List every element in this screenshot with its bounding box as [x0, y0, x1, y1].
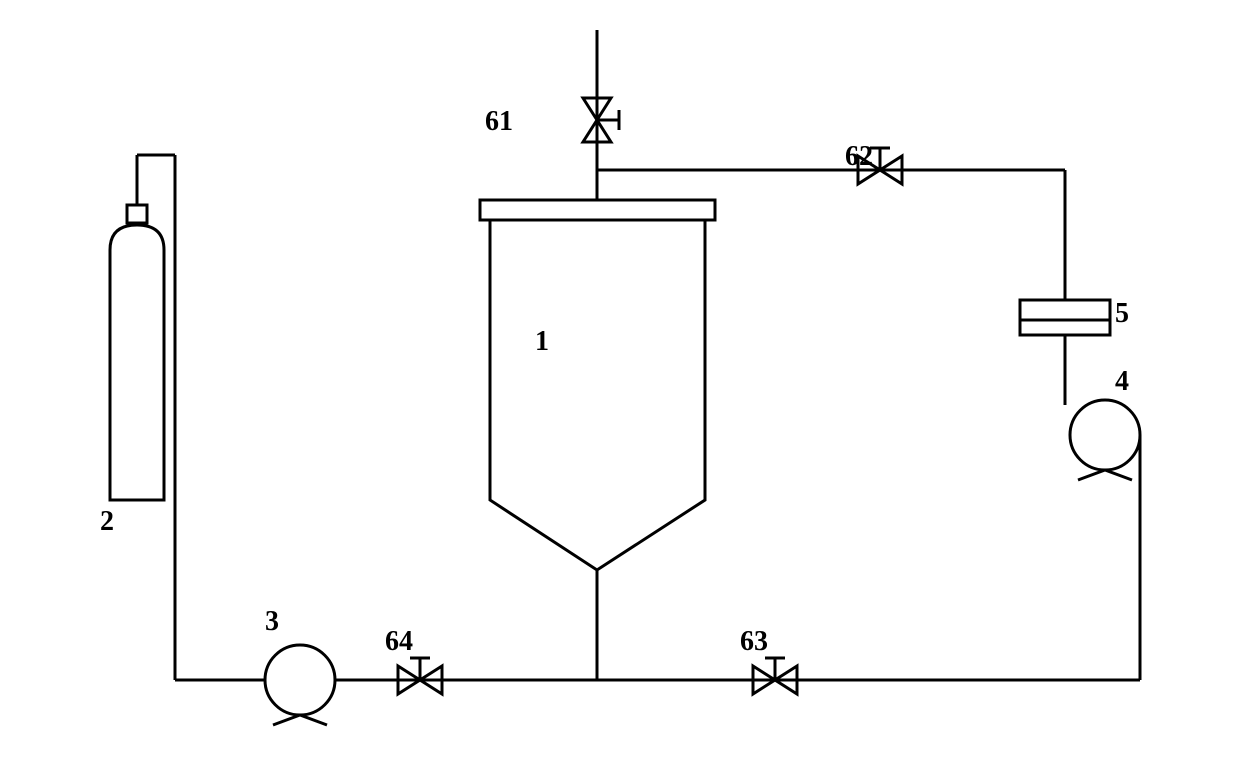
label-5: 5 — [1115, 298, 1129, 329]
label-2: 2 — [100, 506, 114, 537]
label-63: 63 — [740, 626, 768, 657]
label-1: 1 — [535, 326, 549, 357]
gas-cylinder — [110, 205, 164, 500]
valve-64 — [398, 658, 442, 694]
vessel-1 — [480, 200, 715, 570]
valve-61 — [583, 98, 619, 142]
label-4: 4 — [1115, 366, 1129, 397]
label-61: 61 — [485, 106, 513, 137]
pump-3 — [265, 645, 335, 725]
label-62: 62 — [845, 141, 873, 172]
pump-4 — [1070, 400, 1140, 480]
label-3: 3 — [265, 606, 279, 637]
valve-63 — [753, 658, 797, 694]
device-5 — [1020, 300, 1110, 335]
process-diagram: 1 2 3 4 5 61 62 63 64 — [0, 0, 1240, 767]
label-64: 64 — [385, 626, 413, 657]
